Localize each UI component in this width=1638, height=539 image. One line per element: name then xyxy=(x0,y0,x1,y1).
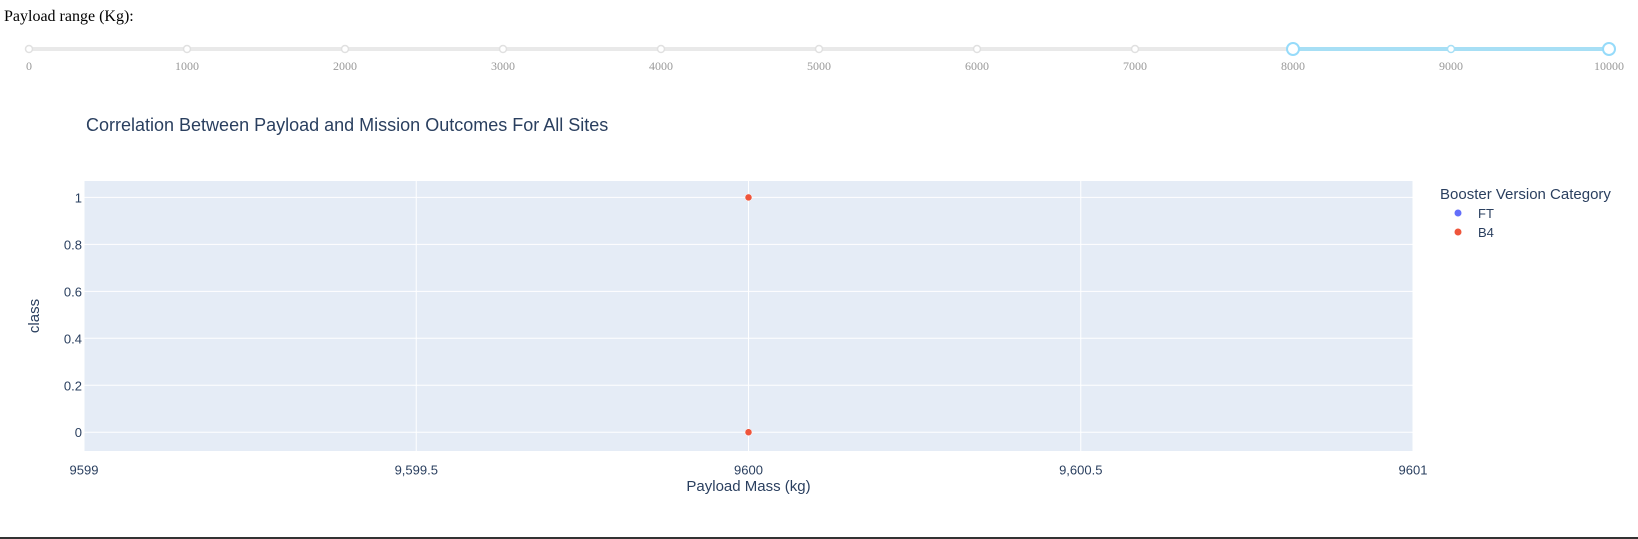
y-tick-label: 0.8 xyxy=(64,237,82,252)
y-tick-label: 0.6 xyxy=(64,284,82,299)
slider-mark-dot xyxy=(1130,44,1140,54)
y-tick-label: 0 xyxy=(75,425,82,440)
axis-ticks: 9599 9,599.5 9600 9,600.5 9601 0 0.2 0.4 0.6 0.8 1 xyxy=(64,190,1428,477)
slider-handle-max[interactable] xyxy=(1602,42,1616,56)
y-axis-title: class xyxy=(26,299,43,333)
payload-range-slider[interactable]: 0 1000 2000 3000 4000 5000 6000 7000 8000 9000 100… xyxy=(0,36,1638,76)
slider-mark-dot xyxy=(814,44,824,54)
legend-marker-b4 xyxy=(1454,228,1462,236)
payload-range-label: Payload range (Kg): xyxy=(4,8,134,25)
slider-mark-dot xyxy=(1446,44,1456,54)
x-axis-title: Payload Mass (kg) xyxy=(686,478,810,495)
slider-mark-label: 7000 xyxy=(1123,59,1147,73)
slider-mark-label: 0 xyxy=(26,59,32,73)
x-tick-label: 9599 xyxy=(70,463,99,478)
slider-mark-label: 5000 xyxy=(807,59,831,73)
slider-mark-label: 4000 xyxy=(649,59,673,73)
slider-mark-label: 3000 xyxy=(491,59,515,73)
legend-item-b4[interactable]: B4 xyxy=(1478,225,1494,240)
y-tick-label: 1 xyxy=(75,190,82,205)
slider-mark-dot xyxy=(340,44,350,54)
chart-title: Correlation Between Payload and Mission … xyxy=(86,115,608,135)
legend-title: Booster Version Category xyxy=(1440,186,1611,203)
x-tick-label: 9600 xyxy=(734,463,763,478)
slider-mark-label: 1000 xyxy=(175,59,199,73)
slider-mark-label: 9000 xyxy=(1439,59,1463,73)
x-tick-label: 9,599.5 xyxy=(395,463,438,478)
slider-mark-dot xyxy=(656,44,666,54)
legend-item-ft[interactable]: FT xyxy=(1478,206,1494,221)
slider-handle-min[interactable] xyxy=(1286,42,1300,56)
legend: FT B4 xyxy=(1454,206,1494,240)
slider-mark-label: 8000 xyxy=(1281,59,1305,73)
y-tick-label: 0.4 xyxy=(64,331,82,346)
bottom-divider xyxy=(0,537,1638,539)
slider-mark-label: 10000 xyxy=(1594,59,1624,73)
data-point-b4[interactable] xyxy=(744,193,753,202)
data-point-b4[interactable] xyxy=(744,428,753,436)
slider-mark-label: 6000 xyxy=(965,59,989,73)
x-tick-label: 9,600.5 xyxy=(1059,463,1102,478)
slider-mark-label: 2000 xyxy=(333,59,357,73)
slider-mark-dot xyxy=(498,44,508,54)
legend-marker-ft xyxy=(1454,209,1462,217)
y-tick-label: 0.2 xyxy=(64,378,82,393)
data-points xyxy=(744,193,753,436)
slider-mark-dot xyxy=(182,44,192,54)
slider-mark-dot xyxy=(972,44,982,54)
x-tick-label: 9601 xyxy=(1399,463,1428,478)
slider-mark-dot xyxy=(24,44,34,54)
